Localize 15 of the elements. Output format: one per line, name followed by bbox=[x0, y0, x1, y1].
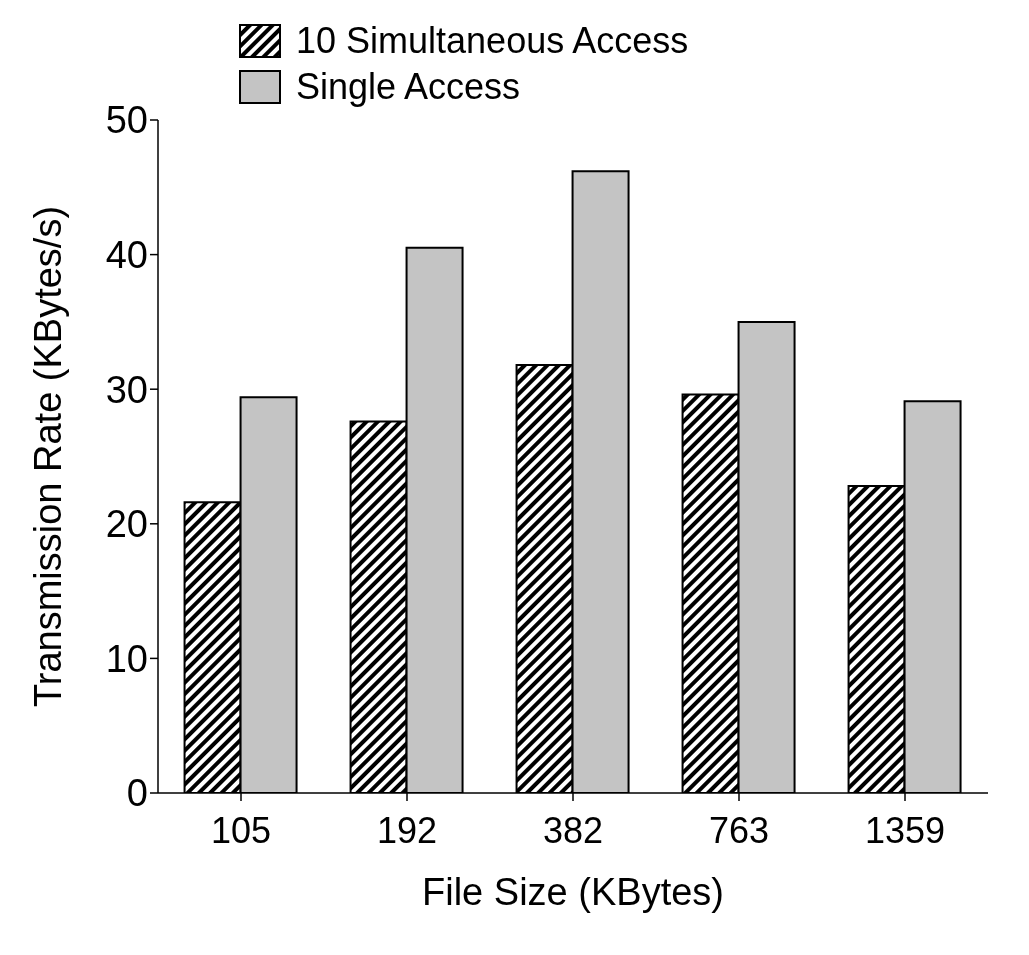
x-tick-label: 382 bbox=[542, 809, 604, 851]
x-axis-title: File Size (KBytes) bbox=[422, 871, 724, 913]
x-tick-label: 1359 bbox=[864, 809, 946, 851]
legend-label: 10 Simultaneous Access bbox=[296, 19, 689, 63]
legend-label: Single Access bbox=[296, 65, 521, 109]
y-axis-title: Transmission Rate (KBytes/s) bbox=[27, 205, 70, 708]
y-tick-label: 40 bbox=[105, 234, 148, 277]
y-tick-label: 30 bbox=[105, 368, 148, 411]
y-tick-label: 20 bbox=[105, 503, 148, 546]
x-tick-label: 763 bbox=[708, 809, 770, 851]
y-tick-label: 50 bbox=[105, 99, 148, 142]
y-tick-label: 10 bbox=[105, 637, 148, 680]
y-tick-label: 0 bbox=[126, 772, 148, 815]
x-tick-label: 192 bbox=[376, 809, 438, 851]
x-tick-label: 105 bbox=[210, 809, 272, 851]
